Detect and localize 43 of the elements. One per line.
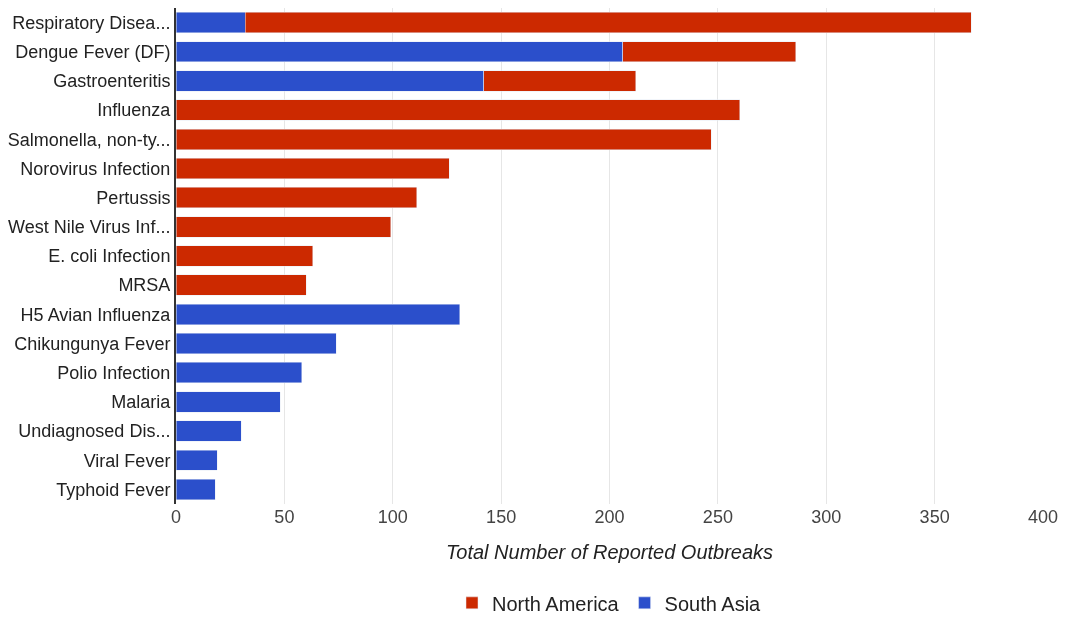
- y-tick-label: Respiratory Disea...: [12, 12, 171, 33]
- bar: [176, 333, 337, 354]
- x-tick-label: 0: [170, 507, 182, 527]
- bar: [176, 245, 313, 267]
- y-tick-label: Undiagnosed Dis...: [18, 421, 171, 442]
- x-tick-label: 300: [811, 507, 842, 527]
- y-tick-label: MRSA: [118, 275, 171, 296]
- bar: [176, 303, 461, 325]
- y-tick-label: Influenza: [97, 100, 172, 121]
- y-tick-label: Polio Infection: [57, 363, 171, 384]
- bar: [176, 362, 302, 384]
- bar: [176, 420, 242, 442]
- y-tick-label: Typhoid Fever: [56, 479, 171, 500]
- x-tick-label: 50: [274, 507, 295, 527]
- x-tick-label: 200: [594, 507, 625, 527]
- y-tick-label: Salmonella, non-ty...: [7, 129, 171, 150]
- bar: [176, 187, 417, 209]
- legend-label: North America: [492, 592, 620, 615]
- x-tick-label: 150: [486, 507, 517, 527]
- y-tick-label: Norovirus Infection: [20, 158, 171, 179]
- x-tick-label: 400: [1027, 507, 1059, 527]
- x-tick-label: 250: [702, 507, 733, 527]
- bar: [176, 128, 712, 150]
- x-tick-label: 100: [377, 507, 408, 527]
- bar: [176, 216, 391, 238]
- y-tick-label: E. coli Infection: [48, 246, 171, 267]
- y-tick-label: Chikungunya Fever: [14, 333, 171, 354]
- x-axis-title: Total Number of Reported Outbreaks: [445, 540, 774, 563]
- legend-label: South Asia: [664, 592, 762, 615]
- y-tick-label: Pertussis: [96, 187, 171, 208]
- bar: [176, 274, 307, 296]
- y-tick-label: H5 Avian Influenza: [20, 304, 172, 325]
- bar: [176, 391, 281, 413]
- y-tick-label: Gastroenteritis: [53, 71, 171, 92]
- bar: [176, 449, 218, 471]
- bar: [176, 99, 740, 121]
- y-tick-label: Viral Fever: [83, 450, 171, 471]
- x-tick-label: 350: [919, 507, 950, 527]
- y-tick-label: Malaria: [111, 392, 172, 413]
- y-tick-label: West Nile Virus Inf...: [8, 217, 171, 238]
- bar: [176, 158, 450, 179]
- y-tick-label: Dengue Fever (DF): [15, 42, 171, 63]
- bar: [176, 478, 216, 500]
